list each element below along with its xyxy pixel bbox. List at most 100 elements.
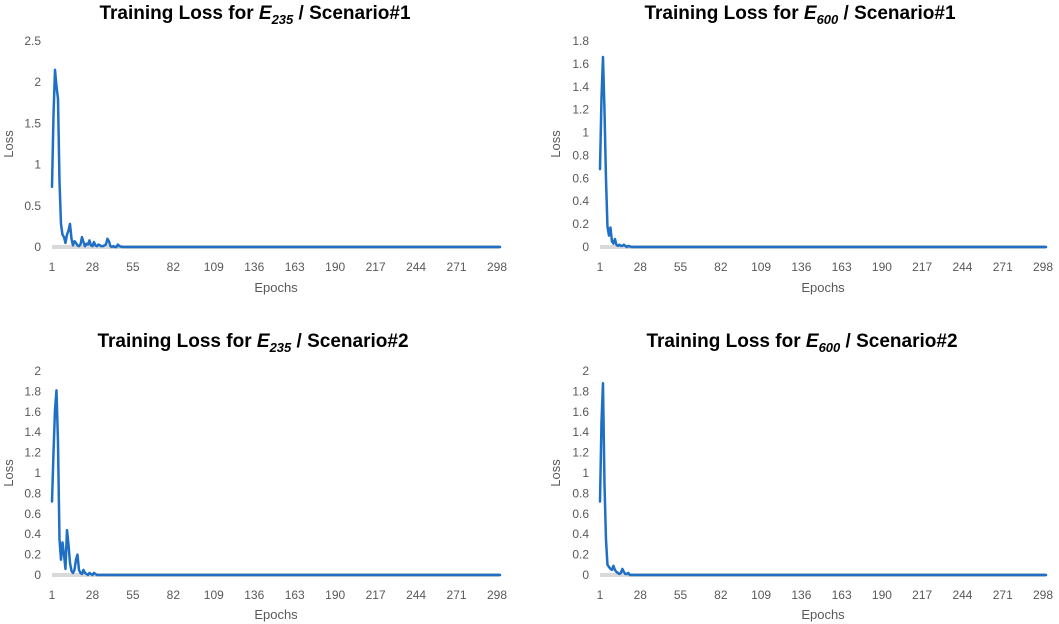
chart-title-subscript: 235	[271, 12, 294, 27]
y-tick-label: 1.2	[572, 103, 589, 117]
x-tick-label: 244	[406, 588, 426, 602]
x-tick-label: 163	[832, 588, 852, 602]
y-tick-label: 1.6	[24, 405, 41, 419]
y-tick-label: 1.4	[24, 425, 41, 439]
x-tick-label: 55	[126, 260, 140, 274]
x-tick-label: 244	[406, 260, 426, 274]
chart-title-variable: E	[804, 3, 818, 24]
x-tick-label: 28	[86, 260, 100, 274]
chart-title-subscript: 600	[817, 12, 839, 27]
y-tick-label: 0.4	[24, 527, 41, 541]
x-tick-label: 136	[244, 588, 264, 602]
y-tick-label: 1.8	[572, 384, 589, 398]
x-axis-title: Epochs	[254, 607, 298, 622]
y-tick-label: 0.2	[24, 548, 41, 562]
y-tick-label: 1.4	[572, 425, 589, 439]
x-tick-label: 190	[872, 588, 892, 602]
x-tick-label: 271	[993, 588, 1013, 602]
y-tick-label: 0.4	[572, 527, 589, 541]
x-tick-label: 55	[674, 260, 688, 274]
y-tick-label: 2	[582, 364, 589, 378]
chart-title-suffix: / Scenario#1	[293, 3, 411, 24]
y-tick-label: 1.6	[572, 57, 589, 71]
chart-title: Training Loss for E600 / Scenario#2	[646, 331, 957, 355]
y-tick-label: 1.2	[572, 446, 589, 460]
chart-title: Training Loss for E235 / Scenario#1	[99, 3, 410, 27]
y-tick-label: 1.4	[572, 80, 589, 94]
y-tick-label: 0.6	[572, 171, 589, 185]
x-tick-label: 244	[952, 260, 972, 274]
x-tick-label: 298	[487, 588, 507, 602]
x-tick-label: 136	[791, 588, 811, 602]
x-tick-label: 298	[1033, 260, 1053, 274]
x-tick-label: 136	[244, 260, 264, 274]
x-axis-title: Epochs	[801, 280, 845, 295]
x-tick-label: 82	[167, 588, 181, 602]
y-tick-label: 0.2	[572, 548, 589, 562]
x-tick-label: 82	[714, 260, 728, 274]
x-tick-label: 190	[325, 260, 345, 274]
chart-title: Training Loss for E235 / Scenario#2	[97, 331, 408, 355]
x-tick-label: 244	[952, 588, 972, 602]
chart-title-prefix: Training Loss for	[99, 3, 258, 24]
x-tick-label: 28	[86, 588, 100, 602]
x-tick-label: 136	[791, 260, 811, 274]
x-tick-label: 190	[325, 588, 345, 602]
x-tick-label: 1	[597, 260, 604, 274]
chart-title-subscript: 600	[819, 340, 841, 355]
x-tick-label: 271	[993, 260, 1013, 274]
series-line-1	[50, 68, 502, 249]
chart-title-variable: E	[259, 3, 273, 24]
x-tick-label: 1	[49, 588, 56, 602]
x-tick-label: 109	[751, 588, 771, 602]
x-tick-label: 217	[366, 588, 386, 602]
chart-title-suffix: / Scenario#1	[838, 3, 956, 24]
y-tick-label: 1	[34, 466, 41, 480]
chart-title-prefix: Training Loss for	[97, 331, 256, 352]
y-tick-label: 0.4	[572, 194, 589, 208]
y-tick-label: 1	[34, 158, 41, 172]
x-tick-label: 217	[912, 260, 932, 274]
x-axis-title: Epochs	[801, 607, 845, 622]
y-tick-label: 1	[582, 466, 589, 480]
x-tick-label: 1	[597, 588, 604, 602]
y-axis-title: Loss	[1, 130, 16, 158]
x-tick-label: 109	[751, 260, 771, 274]
y-tick-label: 1.8	[572, 34, 589, 48]
y-axis-title: Loss	[548, 130, 563, 158]
x-tick-label: 217	[912, 588, 932, 602]
chart-title-prefix: Training Loss for	[646, 331, 805, 352]
chart-panel-3: Training Loss for E235 / Scenario#2 0 0.2 0…	[1, 331, 507, 622]
series-line-1	[598, 55, 1048, 249]
y-tick-label: 0	[582, 568, 589, 582]
x-tick-label: 190	[872, 260, 892, 274]
y-tick-label: 0	[34, 568, 41, 582]
y-tick-label: 0.8	[24, 486, 41, 500]
x-tick-label: 298	[487, 260, 507, 274]
x-tick-label: 163	[832, 260, 852, 274]
y-tick-label: 1.6	[572, 405, 589, 419]
x-tick-label: 55	[674, 588, 688, 602]
series-line-1	[50, 389, 502, 577]
chart-panel-2: Training Loss for E600 / Scenario#1 0 0.2 0…	[548, 3, 1053, 295]
y-axis-title: Loss	[1, 459, 16, 487]
x-tick-label: 271	[447, 588, 467, 602]
x-tick-label: 298	[1033, 588, 1053, 602]
y-tick-label: 2	[34, 75, 41, 89]
y-tick-label: 0.6	[572, 507, 589, 521]
y-tick-label: 0	[34, 240, 41, 254]
y-tick-label: 0.8	[572, 148, 589, 162]
x-tick-label: 28	[634, 260, 648, 274]
y-tick-label: 0.6	[24, 507, 41, 521]
y-tick-label: 0	[582, 240, 589, 254]
x-tick-label: 271	[447, 260, 467, 274]
chart-title-variable: E	[257, 331, 271, 352]
y-tick-label: 2.5	[24, 34, 41, 48]
y-tick-label: 0.8	[572, 486, 589, 500]
y-tick-label: 1	[582, 126, 589, 140]
series-line-1	[598, 381, 1048, 577]
chart-panel-1: Training Loss for E235 / Scenario#1 0 0.5 1…	[1, 3, 507, 295]
x-axis-title: Epochs	[254, 280, 298, 295]
y-tick-label: 1.8	[24, 384, 41, 398]
